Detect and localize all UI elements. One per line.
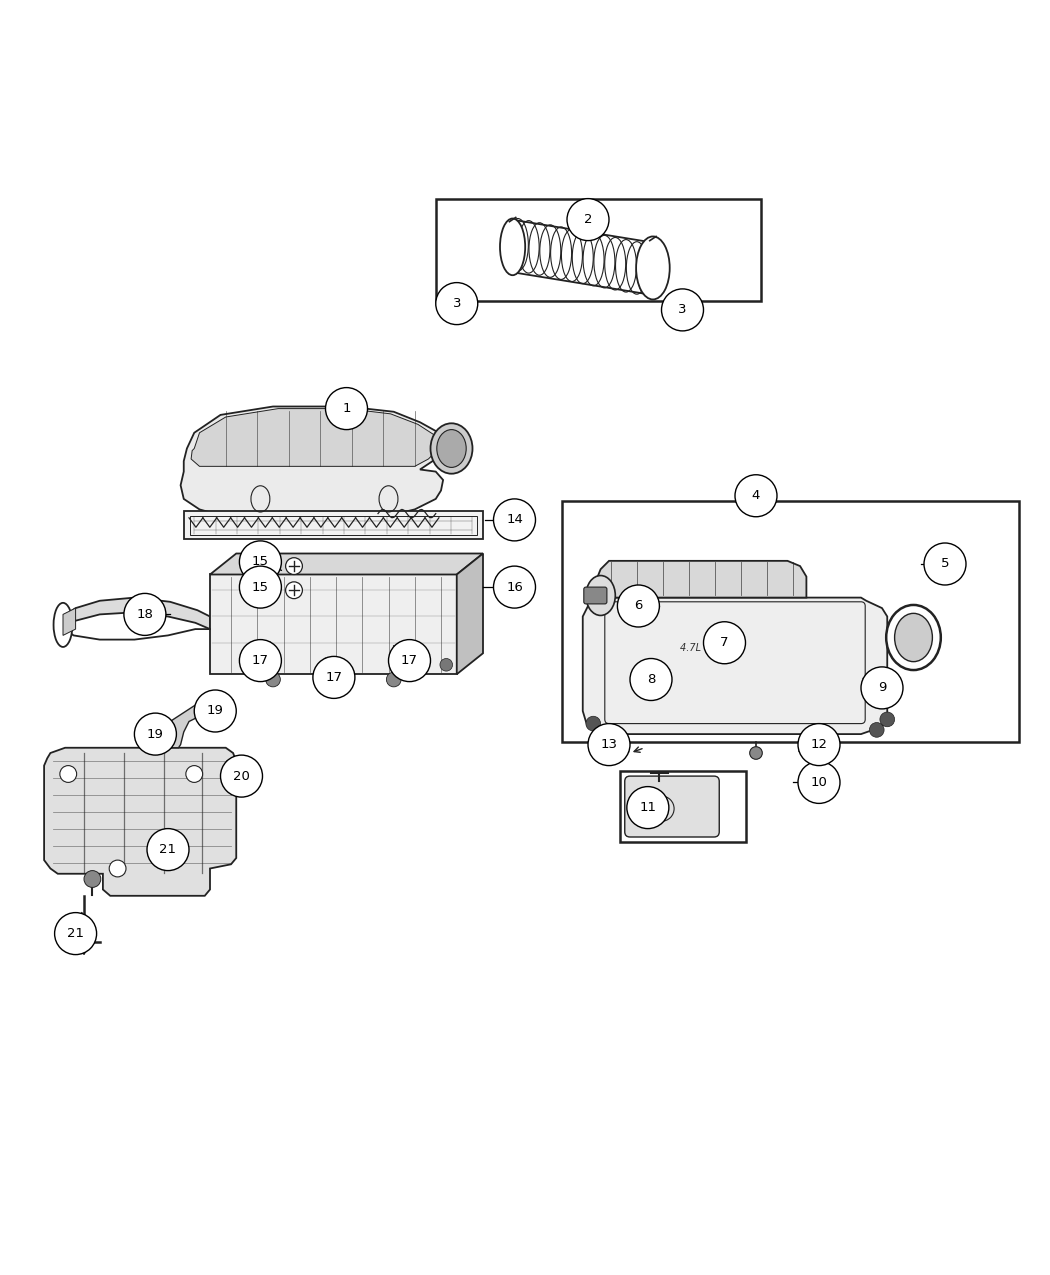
Circle shape (440, 658, 453, 671)
Text: 14: 14 (506, 514, 523, 527)
Circle shape (617, 585, 659, 627)
Circle shape (798, 761, 840, 803)
Circle shape (220, 755, 262, 797)
Polygon shape (191, 408, 439, 467)
Text: 17: 17 (401, 654, 418, 667)
Circle shape (194, 690, 236, 732)
Polygon shape (63, 608, 76, 635)
Circle shape (750, 747, 762, 760)
Ellipse shape (886, 604, 941, 671)
Circle shape (567, 199, 609, 241)
Circle shape (704, 622, 745, 664)
Text: 15: 15 (252, 580, 269, 594)
Circle shape (124, 593, 166, 635)
Circle shape (861, 667, 903, 709)
Circle shape (134, 713, 176, 755)
Circle shape (494, 499, 536, 541)
Circle shape (326, 388, 368, 430)
Polygon shape (210, 575, 457, 674)
FancyBboxPatch shape (584, 586, 607, 604)
Polygon shape (457, 553, 483, 674)
Circle shape (627, 787, 669, 829)
Circle shape (588, 724, 630, 765)
Text: 20: 20 (233, 770, 250, 783)
Polygon shape (596, 561, 806, 598)
Circle shape (586, 717, 601, 731)
Polygon shape (44, 747, 236, 896)
Text: 5: 5 (941, 557, 949, 570)
Text: 18: 18 (136, 608, 153, 621)
Text: 2: 2 (584, 213, 592, 226)
Circle shape (329, 677, 343, 692)
Circle shape (330, 664, 342, 677)
Circle shape (147, 829, 189, 871)
Text: 21: 21 (67, 927, 84, 940)
Circle shape (239, 566, 281, 608)
Circle shape (60, 765, 77, 783)
Ellipse shape (636, 236, 670, 300)
Polygon shape (181, 407, 443, 520)
Circle shape (869, 723, 884, 737)
Circle shape (798, 724, 840, 765)
Polygon shape (163, 700, 215, 747)
Text: 17: 17 (252, 654, 269, 667)
Circle shape (398, 660, 411, 673)
Text: 11: 11 (639, 801, 656, 815)
Text: 4: 4 (752, 490, 760, 502)
Text: 6: 6 (634, 599, 643, 612)
Text: 1: 1 (342, 402, 351, 416)
Circle shape (386, 672, 401, 687)
Text: 15: 15 (252, 556, 269, 569)
FancyBboxPatch shape (184, 511, 483, 539)
Circle shape (924, 543, 966, 585)
Text: 7: 7 (720, 636, 729, 649)
Circle shape (662, 289, 704, 332)
Circle shape (313, 657, 355, 699)
Circle shape (494, 566, 536, 608)
Polygon shape (63, 598, 210, 629)
Text: 8: 8 (647, 673, 655, 686)
Text: 3: 3 (453, 297, 461, 310)
Text: 10: 10 (811, 776, 827, 789)
Ellipse shape (895, 613, 932, 662)
Circle shape (436, 283, 478, 325)
Text: 19: 19 (147, 728, 164, 741)
Ellipse shape (430, 423, 473, 474)
Circle shape (84, 871, 101, 887)
Text: 12: 12 (811, 738, 827, 751)
Ellipse shape (437, 430, 466, 468)
Polygon shape (210, 553, 483, 575)
Circle shape (239, 541, 281, 583)
Circle shape (186, 765, 203, 783)
Circle shape (55, 913, 97, 955)
Circle shape (286, 557, 302, 575)
Text: 9: 9 (878, 681, 886, 695)
Circle shape (109, 861, 126, 877)
Text: 3: 3 (678, 303, 687, 316)
Circle shape (286, 581, 302, 599)
FancyBboxPatch shape (625, 776, 719, 836)
Circle shape (630, 658, 672, 700)
Polygon shape (583, 598, 887, 734)
Circle shape (266, 672, 280, 687)
Circle shape (388, 640, 430, 682)
Text: 13: 13 (601, 738, 617, 751)
Ellipse shape (586, 575, 615, 616)
Text: 21: 21 (160, 843, 176, 856)
Text: 17: 17 (326, 671, 342, 683)
Circle shape (735, 474, 777, 516)
Ellipse shape (54, 603, 72, 646)
Text: 19: 19 (207, 705, 224, 718)
Circle shape (880, 711, 895, 727)
Circle shape (261, 660, 274, 673)
Ellipse shape (500, 218, 525, 275)
Text: 4.7L V8: 4.7L V8 (679, 643, 717, 653)
Circle shape (239, 640, 281, 682)
Text: 16: 16 (506, 580, 523, 594)
